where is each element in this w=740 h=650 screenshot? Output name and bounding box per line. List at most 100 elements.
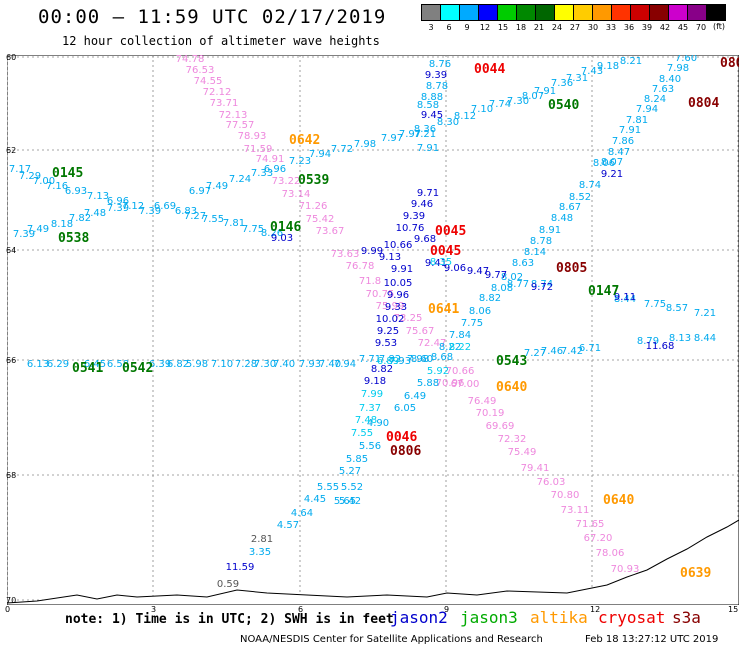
- wave-height-value: 7.48: [355, 415, 377, 426]
- wave-height-value: 8.18: [51, 219, 73, 230]
- wave-height-value: 9.25: [377, 326, 399, 337]
- wave-height-value: 8.13: [669, 333, 691, 344]
- wave-height-value: 8.67: [559, 202, 581, 213]
- wave-height-value: 7.10: [471, 104, 493, 115]
- pass-time-label: 0045: [435, 224, 466, 239]
- wave-height-value: 8.47: [608, 147, 630, 158]
- wave-height-value: 71.65: [576, 519, 605, 530]
- wave-height-value: 8.36: [414, 124, 436, 135]
- scale-label: 45: [677, 23, 689, 32]
- wave-height-value: 4.57: [277, 520, 299, 531]
- wave-height-value: 73.71: [210, 98, 239, 109]
- wave-height-value: 78.93: [238, 131, 267, 142]
- legend-s3a: s3a: [672, 608, 701, 627]
- scale-label: 30: [587, 23, 599, 32]
- wave-height-value: 7.98: [667, 63, 689, 74]
- scale-label: 18: [515, 23, 527, 32]
- footer-note: note: 1) Time is in UTC; 2) SWH is in fe…: [65, 612, 394, 627]
- wave-height-value: 8.02: [501, 272, 523, 283]
- wave-height-value: 8.60: [411, 354, 433, 365]
- wave-height-value: 7.97: [381, 133, 403, 144]
- wave-height-value: 7.91: [619, 125, 641, 136]
- wave-height-value: 75.42: [306, 214, 335, 225]
- wave-height-value: 9.11: [614, 292, 636, 303]
- x-tick-label: 12: [590, 605, 601, 614]
- wave-height-value: 72.32: [498, 434, 527, 445]
- wave-height-value: 70.66: [446, 366, 475, 377]
- scale-swatch: [535, 4, 555, 21]
- y-tick-label: 60: [6, 53, 17, 62]
- scale-label: 42: [659, 23, 671, 32]
- wave-height-value: 7.98: [407, 354, 429, 365]
- wave-height-value: 78.06: [596, 548, 625, 559]
- scale-label: 12: [479, 23, 491, 32]
- wave-height-value: 9.06: [444, 263, 466, 274]
- wave-height-value: 10.76: [396, 223, 425, 234]
- pass-time-label: 0046: [386, 430, 417, 445]
- wave-height-value: 7.30: [254, 359, 276, 370]
- wave-height-value: 7.93: [299, 359, 321, 370]
- scale-swatch: [459, 4, 479, 21]
- wave-height-value: 7.21: [694, 308, 716, 319]
- wave-height-value: 6.58: [107, 359, 129, 370]
- wave-height-value: 7.71: [359, 354, 381, 365]
- scale-swatch: [573, 4, 593, 21]
- scale-swatch: [630, 4, 650, 21]
- scale-swatch: [611, 4, 631, 21]
- wave-height-map: 74.7876.5374.5572.1273.7172.1377.5778.93…: [7, 55, 739, 605]
- y-tick-label: 66: [6, 356, 17, 365]
- wave-height-value: 8.76: [429, 59, 451, 70]
- wave-height-value: 73.14: [282, 189, 311, 200]
- scale-swatch: [516, 4, 536, 21]
- y-tick-label: 70: [6, 596, 17, 605]
- wave-height-value: 72.12: [203, 87, 232, 98]
- wave-height-value: 7.91: [417, 143, 439, 154]
- wave-height-value: 5.98: [186, 359, 208, 370]
- wave-height-value: 8.63: [512, 258, 534, 269]
- legend-jason3: jason3: [460, 608, 518, 627]
- pass-time-label: 0542: [122, 361, 153, 376]
- scale-label: 70: [695, 23, 707, 32]
- wave-height-value: 5.88: [417, 378, 439, 389]
- wave-height-value: 5.42: [339, 496, 361, 507]
- wave-height-value: 10.02: [376, 314, 405, 325]
- y-tick-label: 64: [6, 246, 17, 255]
- wave-height-value: 7.49: [206, 181, 228, 192]
- wave-height-value: 6.82: [167, 359, 189, 370]
- wave-height-value: 7.43: [581, 66, 603, 77]
- wave-height-value: 7.23: [289, 156, 311, 167]
- wave-height-value: 8.24: [644, 94, 666, 105]
- pass-time-label: 0805: [556, 261, 587, 276]
- wave-height-value: 8.35: [430, 257, 452, 268]
- y-tick-label: 68: [6, 471, 17, 480]
- wave-height-value: 76.03: [537, 477, 566, 488]
- wave-height-value: 6.45: [84, 359, 106, 370]
- wave-height-value: 73.25: [394, 313, 423, 324]
- wave-height-value: 8.82: [479, 293, 501, 304]
- wave-height-value: 8.40: [659, 74, 681, 85]
- page-title: 00:00 – 11:59 UTC 02/17/2019: [38, 6, 387, 28]
- pass-time-label: 0640: [496, 380, 527, 395]
- wave-height-value: 8.07: [601, 157, 623, 168]
- wave-height-value: 7.99: [361, 389, 383, 400]
- wave-height-value: 6.71: [579, 343, 601, 354]
- wave-height-value: 7.00: [33, 176, 55, 187]
- wave-height-value: 79.41: [521, 463, 550, 474]
- pass-time-label: 0640: [603, 493, 634, 508]
- wave-height-value: 9.18: [364, 376, 386, 387]
- wave-height-value: 69.69: [486, 421, 515, 432]
- scale-swatch: [649, 4, 669, 21]
- wave-height-value: 8.22: [449, 342, 471, 353]
- wave-height-value: 7.39: [13, 229, 35, 240]
- wave-height-value: 7.94: [309, 149, 331, 160]
- map-frame: [7, 55, 739, 605]
- wave-height-value: 9.21: [601, 169, 623, 180]
- wave-height-value: 9.41: [425, 258, 447, 269]
- wave-height-value: 7.63: [652, 84, 674, 95]
- wave-height-value: 77.57: [226, 120, 255, 131]
- color-scale: 3 6 9 12 15 18 21 24 27 30 33 36 39 42 45 70: [421, 4, 726, 32]
- wave-height-value: 7.97: [399, 129, 421, 140]
- wave-height-value: 6.29: [47, 359, 69, 370]
- wave-height-value: 11.68: [646, 341, 675, 352]
- wave-height-value: 8.91: [539, 225, 561, 236]
